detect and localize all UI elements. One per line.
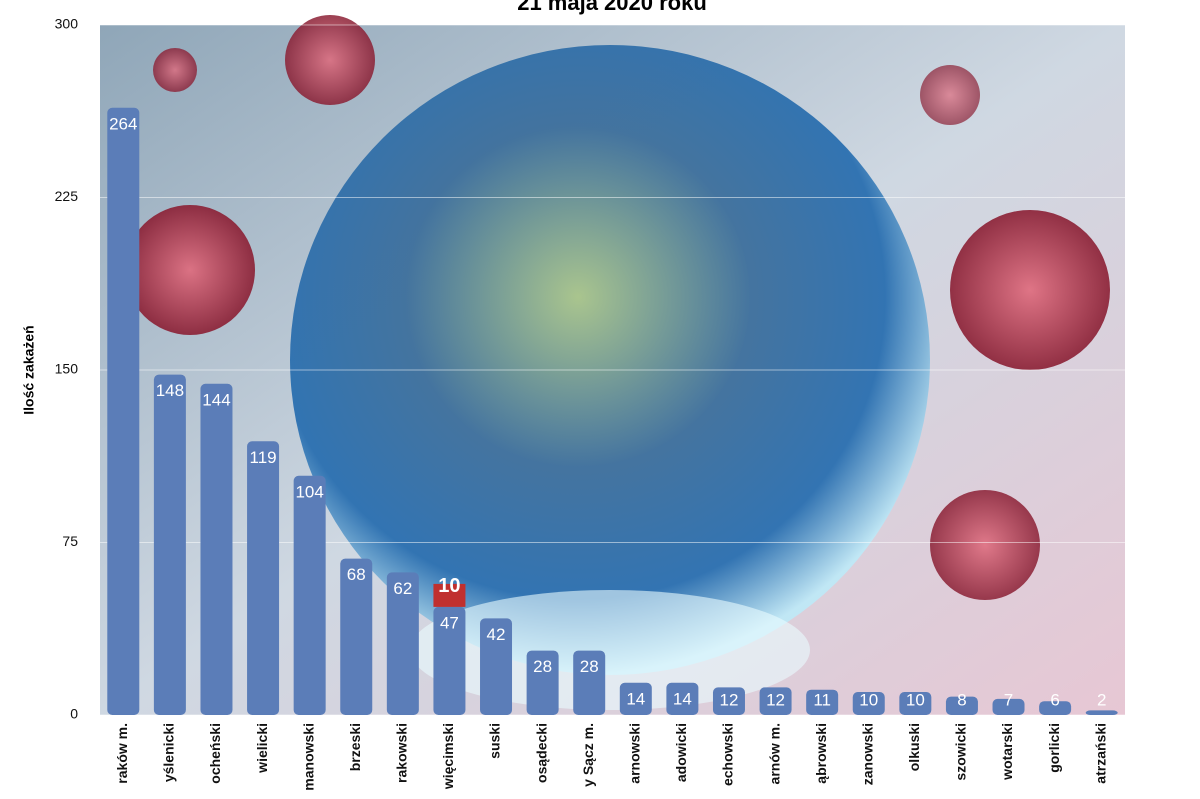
x-tick-label: brzeski	[347, 723, 363, 771]
y-tick-label: 300	[55, 16, 79, 32]
x-tick-label: ocheński	[207, 723, 223, 784]
value-label: 7	[1004, 690, 1013, 709]
value-label: 264	[109, 114, 137, 133]
bar	[340, 558, 373, 715]
x-tick-label: yślenicki	[161, 723, 177, 782]
value-label: 144	[202, 390, 230, 409]
x-tick-label: olkuski	[906, 723, 922, 771]
x-tick-label: manowski	[300, 723, 316, 791]
bar	[573, 650, 606, 715]
x-tick-label: szowicki	[953, 723, 969, 781]
bar	[480, 618, 513, 715]
value-label: 10	[859, 690, 878, 709]
value-label: 11	[813, 690, 831, 709]
bar	[200, 383, 233, 715]
value-label: 28	[533, 657, 552, 676]
bar	[293, 475, 326, 715]
bar	[712, 687, 745, 715]
x-tick-label: suski	[487, 723, 503, 759]
bar	[945, 696, 978, 715]
x-tick-label: wielicki	[254, 723, 270, 774]
x-tick-label: ąbrowski	[813, 723, 829, 784]
x-tick-label: raków m.	[114, 723, 130, 784]
value-label: 62	[393, 579, 412, 598]
bar	[992, 698, 1025, 715]
value-label: 14	[626, 689, 645, 708]
x-tick-label: gorlicki	[1046, 723, 1062, 773]
x-tick-label: atrzański	[1092, 723, 1108, 784]
value-label: 6	[1050, 690, 1059, 709]
bar	[433, 583, 466, 607]
bar	[666, 682, 699, 715]
bar	[247, 441, 280, 715]
bar	[153, 374, 186, 715]
bar	[759, 687, 792, 715]
bar	[107, 107, 140, 716]
x-tick-label: wotarski	[999, 723, 1015, 781]
value-label: 2	[1097, 690, 1106, 709]
bar	[806, 689, 839, 715]
value-label: 119	[250, 448, 277, 467]
value-label: 104	[295, 482, 323, 501]
bar	[619, 682, 652, 715]
value-label: 14	[673, 689, 692, 708]
y-tick-label: 75	[62, 533, 78, 549]
bar	[386, 572, 419, 715]
bar	[1039, 701, 1072, 715]
x-tick-label: więcimski	[440, 723, 456, 790]
x-tick-label: osądecki	[533, 723, 549, 783]
bar	[852, 692, 885, 715]
x-tick-label: echowski	[720, 723, 736, 786]
y-axis-label: Ilość zakażeń	[21, 325, 37, 415]
value-label: 8	[957, 690, 966, 709]
bar	[899, 692, 932, 715]
value-label: 10	[438, 575, 460, 597]
bar	[526, 650, 559, 715]
value-label: 42	[487, 625, 506, 644]
value-label: 12	[720, 690, 739, 709]
x-tick-label: arnowski	[626, 723, 642, 784]
value-label: 28	[580, 657, 599, 676]
bar	[433, 606, 466, 715]
value-label: 47	[440, 613, 459, 632]
value-label: 10	[906, 690, 925, 709]
x-tick-label: arnów m.	[766, 723, 782, 784]
x-tick-label: rakowski	[394, 723, 410, 783]
value-label: 148	[156, 381, 184, 400]
chart-title: 21 maja 2020 roku	[517, 0, 707, 15]
y-tick-label: 0	[70, 706, 78, 722]
bar	[1085, 710, 1118, 715]
x-tick-label: zanowski	[859, 723, 875, 785]
x-tick-label: y Sącz m.	[580, 723, 596, 787]
value-label: 12	[766, 690, 785, 709]
value-label: 68	[347, 565, 366, 584]
y-tick-label: 225	[55, 188, 79, 204]
x-tick-label: adowicki	[673, 723, 689, 782]
y-tick-label: 150	[55, 361, 79, 377]
